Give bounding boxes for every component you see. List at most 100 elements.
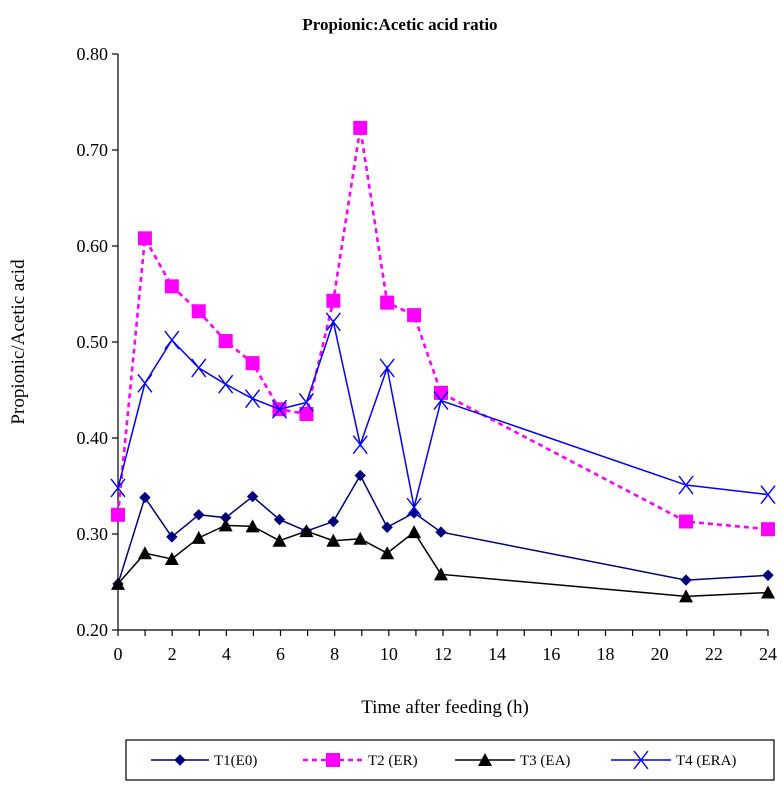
x-marker	[406, 497, 422, 517]
series-layer	[110, 120, 776, 603]
diamond-marker	[273, 513, 286, 526]
square-marker	[353, 120, 368, 135]
y-axis-label: Propionic/Acetic acid	[8, 259, 29, 425]
triangle-marker	[679, 589, 693, 603]
triangle-marker	[191, 530, 206, 544]
x-marker	[379, 358, 395, 378]
x-marker	[678, 475, 694, 495]
x-axis-label: Time after feeding (h)	[361, 697, 529, 718]
x-tick-label: 8	[330, 644, 339, 664]
square-marker	[164, 279, 179, 294]
triangle-marker	[478, 753, 492, 766]
x-tick-label: 2	[168, 644, 177, 664]
axes: 0.200.300.400.500.600.700.800 2 4 6 8 10 12 14 1…	[77, 44, 778, 664]
square-marker	[407, 308, 422, 323]
series-4	[110, 312, 776, 517]
triangle-marker	[272, 533, 287, 547]
square-marker	[191, 304, 206, 319]
triangle-marker	[434, 567, 448, 581]
x-marker	[633, 750, 649, 770]
triangle-marker	[218, 518, 233, 532]
square-marker	[218, 334, 233, 349]
diamond-marker	[381, 521, 393, 533]
diamond-marker	[354, 469, 366, 482]
legend-label: T1(E0)	[214, 753, 257, 769]
diamond-marker	[246, 490, 259, 503]
legend-label: T3 (EA)	[520, 753, 570, 769]
diamond-marker	[193, 509, 205, 521]
legend-item-2: T2 (ER)	[303, 753, 418, 769]
square-marker	[761, 522, 775, 537]
diamond-marker	[680, 574, 692, 586]
square-marker	[137, 231, 152, 246]
y-tick-label: 0.30	[77, 524, 109, 544]
square-marker	[326, 293, 341, 308]
x-marker	[433, 391, 449, 410]
x-tick-label: 18	[597, 644, 615, 664]
diamond-marker	[327, 515, 340, 528]
x-marker	[352, 435, 368, 455]
triangle-marker	[245, 519, 260, 533]
x-marker	[760, 485, 776, 505]
square-marker	[299, 407, 314, 421]
x-marker	[271, 399, 288, 419]
diamond-marker	[174, 754, 186, 766]
series-line	[117, 524, 769, 598]
x-tick-label: 20	[651, 644, 669, 664]
legend: T1(E0) T2 (ER) T3 (EA) T4 (ERA)	[125, 739, 775, 781]
series-3	[111, 518, 775, 603]
legend-label: T2 (ER)	[368, 753, 418, 769]
square-marker	[326, 753, 340, 767]
triangle-marker	[137, 546, 152, 560]
chart-title: Propionic:Acetic acid ratio	[302, 15, 497, 34]
square-marker	[245, 356, 260, 371]
triangle-marker	[164, 551, 179, 565]
triangle-marker	[380, 546, 395, 560]
x-marker	[325, 312, 341, 332]
y-tick-label: 0.80	[77, 44, 109, 64]
x-tick-label: 24	[759, 644, 777, 664]
square-marker	[679, 514, 693, 529]
diamond-marker	[408, 507, 420, 519]
y-tick-label: 0.40	[77, 428, 109, 448]
x-marker	[218, 374, 234, 394]
legend-item-4: T4 (ERA)	[611, 750, 736, 770]
legend-item-3: T3 (EA)	[455, 753, 570, 769]
diamond-marker	[762, 569, 774, 581]
x-tick-label: 16	[542, 644, 560, 664]
triangle-marker	[111, 576, 125, 590]
series-line	[116, 127, 769, 531]
legend-item-1: T1(E0)	[151, 753, 257, 769]
x-marker	[245, 389, 261, 409]
triangle-marker	[326, 533, 341, 547]
diamond-marker	[435, 526, 447, 538]
y-tick-label: 0.70	[77, 140, 109, 160]
x-marker	[137, 373, 153, 393]
y-tick-label: 0.60	[77, 236, 109, 256]
x-marker	[298, 393, 314, 412]
legend-label: T4 (ERA)	[676, 753, 736, 769]
x-tick-label: 12	[434, 644, 452, 664]
triangle-marker	[299, 524, 314, 538]
triangle-marker	[353, 531, 368, 545]
x-marker	[110, 478, 126, 498]
x-marker	[191, 358, 207, 378]
square-marker	[434, 385, 448, 400]
y-tick-label: 0.20	[77, 620, 109, 640]
square-marker	[111, 507, 125, 522]
x-tick-label: 0	[114, 644, 123, 664]
square-marker	[380, 295, 395, 310]
x-tick-label: 10	[380, 644, 398, 664]
series-line	[117, 319, 769, 508]
diamond-marker	[166, 531, 178, 543]
triangle-marker	[761, 585, 775, 599]
series-2	[111, 120, 775, 537]
x-marker	[164, 330, 180, 350]
x-tick-label: 6	[276, 644, 285, 664]
x-tick-label: 22	[705, 644, 723, 664]
triangle-marker	[407, 525, 422, 539]
diamond-marker	[139, 491, 151, 504]
x-tick-label: 4	[222, 644, 231, 664]
x-tick-label: 14	[488, 644, 506, 664]
